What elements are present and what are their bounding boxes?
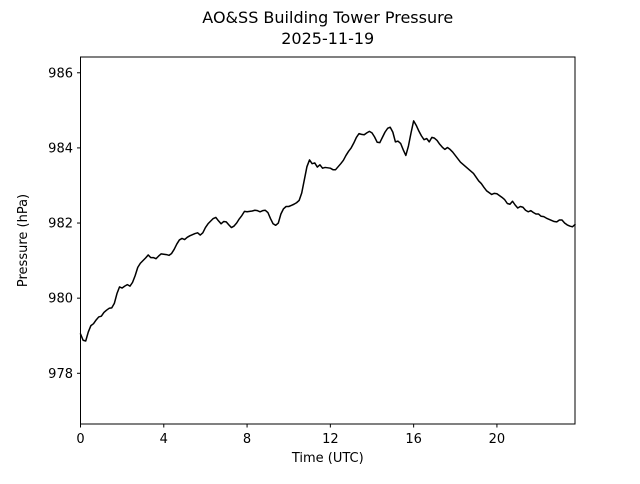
x-tick-label: 20 [489,432,506,447]
chart-title: AO&SS Building Tower Pressure [202,8,453,27]
y-axis-ticks: 978 980 982 984 986 [48,66,81,382]
x-tick-label: 0 [76,432,84,447]
y-axis-label: Pressure (hPa) [16,194,31,287]
x-tick-label: 12 [322,432,339,447]
y-tick-label: 982 [48,217,73,232]
plot-area-spines [80,56,576,425]
x-axis-ticks: 0 4 8 12 16 20 [76,424,505,447]
y-tick-label: 984 [48,141,73,156]
y-tick-label: 980 [48,292,73,307]
x-axis-label: Time (UTC) [291,451,364,466]
x-tick-label: 8 [243,432,251,447]
y-tick-label: 986 [48,66,73,81]
pressure-line [79,120,576,342]
y-tick-label: 978 [48,367,73,382]
x-tick-label: 4 [160,432,168,447]
data-series [79,120,576,342]
x-tick-label: 16 [405,432,422,447]
chart-subtitle: 2025-11-19 [281,29,374,48]
